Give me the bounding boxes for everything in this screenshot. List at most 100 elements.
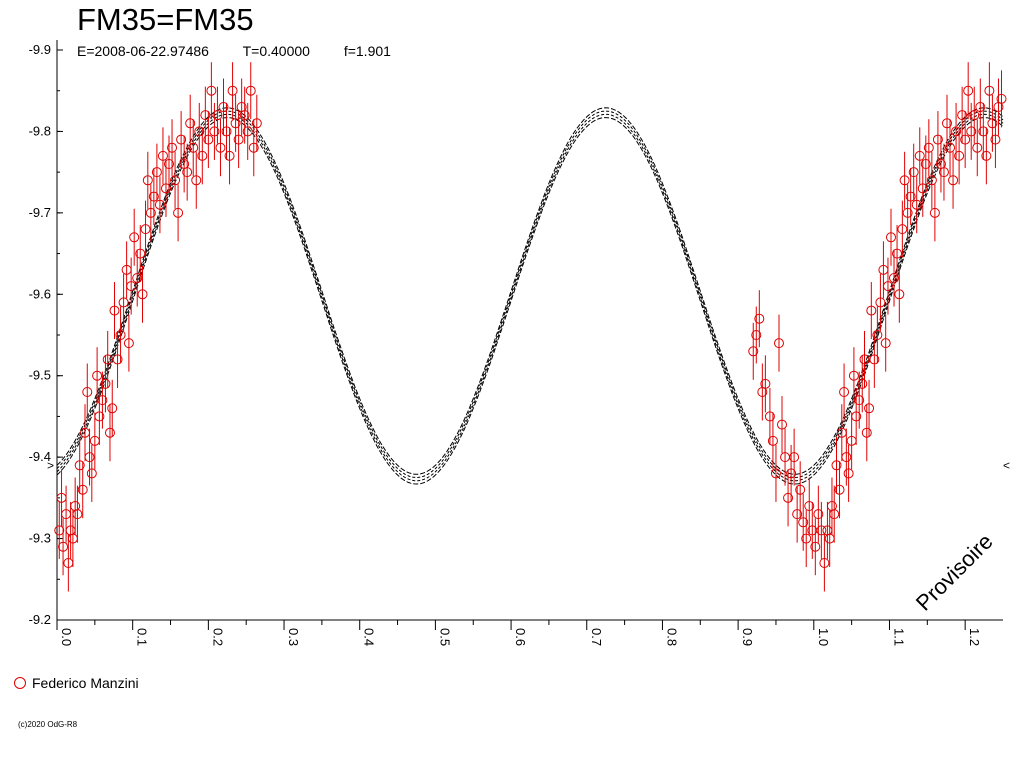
data-point: [245, 85, 256, 96]
data-point: [251, 118, 262, 129]
data-point: [917, 183, 928, 194]
data-point: [851, 411, 862, 422]
data-point: [197, 150, 208, 161]
data-point: [109, 305, 120, 316]
y-tick-label: -9.5: [29, 368, 51, 383]
data-point: [248, 142, 259, 153]
data-point: [212, 110, 223, 121]
data-point: [963, 85, 974, 96]
data-point: [834, 484, 845, 495]
data-point: [869, 354, 880, 365]
data-point: [173, 207, 184, 218]
data-point: [748, 346, 759, 357]
data-point: [816, 525, 827, 536]
data-point: [841, 452, 852, 463]
data-point: [810, 541, 821, 552]
data-point: [92, 370, 103, 381]
data-point: [831, 460, 842, 471]
x-tick-label: 1.2: [967, 628, 982, 646]
data-point: [157, 150, 168, 161]
data-point: [164, 159, 175, 169]
legend: Federico Manzini: [14, 674, 139, 692]
data-point: [97, 395, 108, 406]
x-tick-label: 0.7: [589, 628, 604, 646]
data-point: [54, 525, 65, 536]
data-point: [978, 126, 989, 137]
data-point: [191, 175, 202, 186]
data-point: [74, 460, 85, 471]
period-label: T=0.40000: [242, 43, 310, 59]
data-point: [957, 110, 968, 121]
y-tick-label: -9.9: [29, 42, 51, 57]
data-point: [154, 199, 165, 210]
data-point: [182, 167, 193, 178]
data-point: [224, 150, 235, 161]
data-point: [151, 167, 162, 178]
data-point: [140, 224, 151, 235]
data-point: [789, 452, 800, 463]
data-point: [777, 419, 788, 430]
data-point: [188, 142, 199, 153]
data-point: [221, 126, 232, 137]
data-point: [960, 134, 971, 145]
data-point: [804, 501, 815, 511]
data-point: [975, 102, 986, 112]
data-point: [242, 126, 253, 137]
data-point: [135, 248, 146, 259]
data-point: [892, 248, 903, 259]
left-edge-marker: >: [47, 458, 54, 472]
data-point: [142, 175, 153, 186]
data-point: [107, 403, 118, 414]
data-point: [829, 509, 840, 520]
x-tick-label: 0.2: [210, 628, 225, 646]
data-point: [938, 167, 949, 178]
data-point: [894, 289, 905, 300]
data-point: [875, 297, 886, 308]
data-point: [137, 289, 148, 300]
data-point: [945, 142, 956, 153]
y-tick-label: -9.2: [29, 612, 51, 627]
data-point: [783, 492, 794, 503]
data-point: [972, 142, 983, 153]
data-point: [843, 468, 854, 479]
data-point: [230, 118, 241, 129]
data-point: [926, 175, 937, 186]
data-point: [798, 517, 809, 528]
data-point: [859, 354, 870, 365]
data-point: [866, 305, 877, 316]
data-point: [764, 411, 775, 422]
data-point: [102, 354, 113, 365]
data-point: [908, 167, 919, 178]
data-point: [905, 191, 916, 202]
data-point: [969, 110, 980, 121]
data-point: [77, 484, 88, 495]
data-point: [104, 427, 115, 438]
data-point: [889, 273, 900, 283]
data-point: [880, 338, 891, 349]
data-point: [951, 126, 962, 137]
data-point: [948, 175, 959, 186]
x-tick-label: 0.3: [286, 628, 301, 646]
data-point: [899, 175, 910, 186]
data-point: [218, 102, 229, 112]
data-point: [167, 142, 178, 153]
data-point: [872, 330, 883, 340]
epoch-label: E=2008-06-22.97486: [77, 43, 209, 59]
data-point: [911, 199, 922, 210]
data-point: [813, 509, 824, 520]
data-point: [987, 118, 998, 129]
y-tick-label: -9.7: [29, 205, 51, 220]
chart-subtitle: E=2008-06-22.97486 T=0.40000 f=1.901: [77, 42, 421, 60]
data-point: [200, 110, 211, 121]
data-point: [773, 338, 784, 349]
data-point: [215, 142, 226, 153]
data-point: [227, 85, 238, 96]
frequency-label: f=1.901: [343, 43, 391, 59]
chart-title: FM35=FM35: [77, 2, 254, 37]
data-point: [966, 126, 977, 137]
data-point: [864, 403, 875, 414]
data-point: [839, 387, 850, 397]
data-point: [795, 484, 806, 495]
data-point: [176, 134, 187, 145]
